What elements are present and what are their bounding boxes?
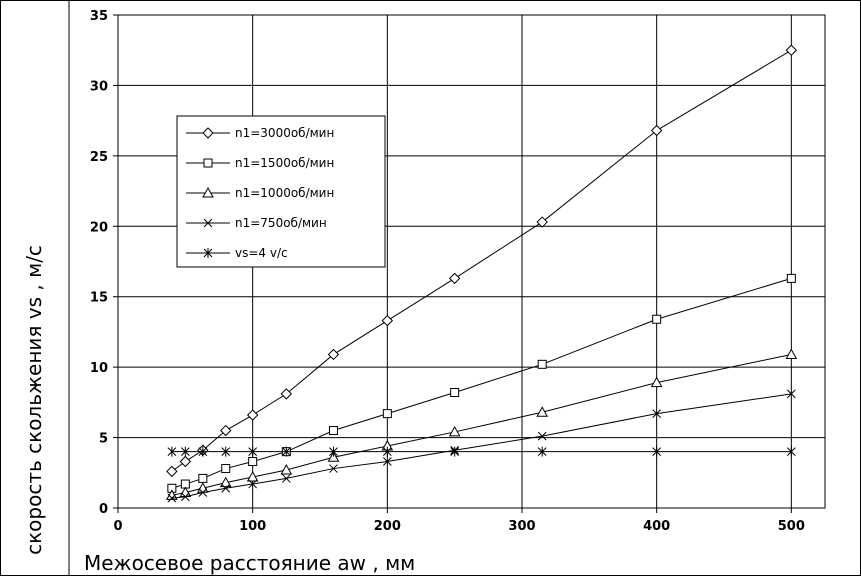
- y-axis-title: скорость скольжения vs , м/с: [22, 245, 46, 555]
- legend-entry: n1=750об/мин: [186, 216, 327, 230]
- data-point-marker: [202, 127, 214, 139]
- data-point-marker: [652, 409, 662, 418]
- data-point-marker: [166, 465, 178, 478]
- y-tick-label: 0: [99, 502, 108, 517]
- data-point-marker: [785, 348, 798, 359]
- data-point-marker: [281, 446, 291, 457]
- legend-box: [176, 115, 386, 268]
- tick-labels: 0 100 200 300 400 500 0 5 10 15 20 25 30 35: [90, 9, 805, 534]
- data-point-marker: [536, 406, 549, 417]
- legend-entry: vs=4 v/c: [186, 246, 288, 260]
- data-point-marker: [219, 476, 232, 488]
- series-1: [167, 273, 796, 493]
- data-point-marker: [180, 446, 190, 457]
- data-point-marker: [248, 457, 258, 467]
- y-tick-label: 20: [90, 220, 108, 235]
- data-point-marker: [167, 493, 177, 503]
- legend-entry: n1=1000об/мин: [186, 186, 334, 200]
- legend: n1=3000об/мин n1=1500об/мин n1=1000об/мин n…: [176, 115, 386, 268]
- data-point-marker: [166, 489, 178, 500]
- data-point-marker: [785, 44, 798, 56]
- data-point-marker: [382, 409, 392, 419]
- data-point-marker: [328, 426, 338, 436]
- data-point-marker: [650, 376, 663, 388]
- data-point-marker: [786, 446, 796, 457]
- y-tick-label: 10: [90, 361, 108, 376]
- x-tick-label: 100: [239, 519, 266, 534]
- data-point-marker: [221, 483, 231, 493]
- series-3: [167, 389, 796, 503]
- data-point-marker: [537, 359, 547, 369]
- data-point-marker: [448, 425, 461, 437]
- data-point-marker: [198, 446, 208, 457]
- y-tick-label: 25: [90, 150, 108, 165]
- x-tick-label: 500: [778, 519, 805, 534]
- legend-label: vs=4 v/c: [235, 246, 288, 260]
- data-point-marker: [382, 457, 392, 466]
- data-point-marker: [198, 488, 208, 497]
- data-point-marker: [786, 273, 796, 283]
- y-tick-label: 35: [90, 9, 108, 24]
- x-axis-title: Межосевое расстояние aw , мм: [84, 551, 415, 575]
- data-point-marker: [246, 409, 259, 421]
- data-point-marker: [381, 314, 394, 327]
- legend-label: n1=1500об/мин: [235, 156, 334, 170]
- data-point-marker: [180, 492, 190, 502]
- data-point-marker: [221, 464, 231, 474]
- data-point-marker: [248, 446, 258, 457]
- data-point-marker: [786, 389, 796, 399]
- legend-label: n1=3000об/мин: [235, 126, 334, 140]
- legend-label: n1=750об/мин: [235, 216, 327, 230]
- data-point-marker: [537, 431, 547, 441]
- data-point-marker: [652, 446, 662, 457]
- data-point-marker: [167, 446, 177, 457]
- x-tick-label: 200: [374, 519, 401, 534]
- data-point-marker: [248, 479, 258, 489]
- data-point-marker: [329, 446, 338, 457]
- x-tick-label: 0: [113, 519, 122, 534]
- data-point-marker: [382, 446, 392, 457]
- y-tick-label: 30: [90, 79, 108, 94]
- data-point-marker: [281, 474, 291, 483]
- data-point-marker: [448, 272, 461, 285]
- data-point-marker: [203, 158, 213, 168]
- legend-label: n1=1000об/мин: [235, 186, 334, 200]
- data-point-marker: [327, 348, 340, 361]
- data-point-marker: [327, 451, 340, 462]
- data-point-marker: [650, 124, 663, 137]
- data-point-marker: [280, 463, 293, 475]
- data-point-marker: [220, 424, 232, 437]
- data-point-marker: [536, 216, 548, 228]
- data-point-marker: [329, 464, 338, 473]
- data-series: [166, 44, 798, 503]
- data-point-marker: [179, 455, 192, 468]
- legend-entry: n1=3000об/мин: [186, 126, 334, 140]
- data-point-marker: [280, 388, 293, 400]
- data-point-marker: [652, 314, 662, 324]
- data-point-marker: [221, 446, 231, 457]
- x-tick-label: 400: [643, 519, 670, 534]
- y-tick-label: 15: [90, 291, 108, 306]
- data-point-marker: [203, 218, 213, 228]
- data-point-marker: [450, 446, 460, 457]
- x-tick-label: 300: [508, 519, 535, 534]
- series-4: [167, 446, 796, 457]
- data-point-marker: [450, 387, 460, 397]
- data-point-marker: [246, 470, 259, 482]
- data-point-marker: [537, 446, 547, 457]
- legend-entry: n1=1500об/мин: [186, 156, 334, 170]
- data-point-marker: [198, 473, 208, 483]
- series-line: [171, 393, 792, 499]
- y-tick-label: 5: [99, 432, 108, 447]
- data-point-marker: [202, 186, 214, 198]
- data-point-marker: [203, 248, 213, 258]
